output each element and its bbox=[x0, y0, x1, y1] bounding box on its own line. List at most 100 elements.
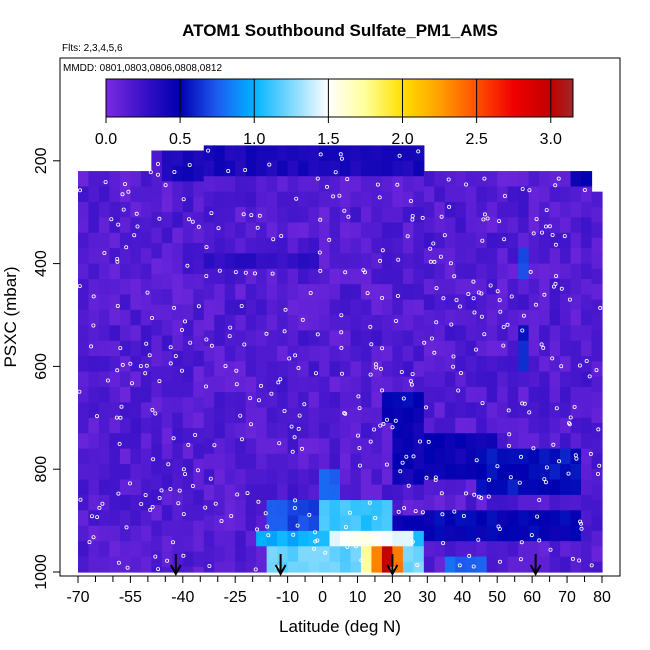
sample-point bbox=[553, 183, 558, 188]
heatmap-cell bbox=[287, 422, 299, 439]
heatmap-cell bbox=[256, 438, 268, 455]
heatmap-cell bbox=[287, 160, 299, 177]
heatmap-cell bbox=[549, 356, 561, 373]
colorbar-swatch bbox=[214, 79, 218, 117]
heatmap-cell bbox=[287, 345, 299, 362]
sample-point bbox=[339, 345, 344, 350]
x-tick-label: 0 bbox=[318, 589, 327, 606]
sample-point bbox=[243, 270, 248, 275]
heatmap-cell bbox=[161, 412, 173, 429]
x-tick-label: 80 bbox=[593, 589, 611, 606]
heatmap-cell bbox=[151, 212, 163, 229]
heatmap-cell bbox=[476, 510, 488, 527]
heatmap-cell bbox=[497, 448, 509, 465]
heatmap-cell bbox=[78, 356, 90, 373]
heatmap-cell bbox=[224, 407, 236, 424]
heatmap-cell bbox=[581, 479, 593, 496]
heatmap-cell bbox=[329, 145, 341, 162]
colorbar-swatch bbox=[197, 79, 200, 117]
heatmap-cell bbox=[371, 484, 383, 501]
heatmap-cell bbox=[119, 433, 131, 450]
sample-point bbox=[439, 491, 444, 496]
heatmap-cell bbox=[507, 325, 519, 342]
heatmap-cell bbox=[214, 345, 226, 362]
heatmap-cell bbox=[88, 464, 100, 481]
sample-point bbox=[324, 184, 329, 189]
heatmap-cell bbox=[392, 145, 404, 162]
heatmap-cell bbox=[486, 201, 498, 218]
heatmap-cell bbox=[392, 530, 404, 547]
heatmap-cell bbox=[360, 345, 373, 362]
sample-point bbox=[368, 372, 373, 377]
sample-point bbox=[579, 526, 584, 531]
heatmap-cell bbox=[319, 484, 331, 501]
heatmap-cell bbox=[518, 356, 530, 373]
sample-point bbox=[519, 454, 524, 459]
colorbar-swatch bbox=[386, 79, 389, 117]
heatmap-cell bbox=[182, 520, 194, 537]
heatmap-cell bbox=[78, 294, 90, 311]
heatmap-cell bbox=[581, 556, 593, 573]
heatmap-cell bbox=[329, 207, 341, 224]
heatmap-cell bbox=[277, 376, 289, 393]
heatmap-cell bbox=[340, 315, 352, 332]
heatmap-cell bbox=[350, 315, 362, 332]
y-tick-label: 1000 bbox=[33, 554, 50, 590]
heatmap-cell bbox=[308, 253, 320, 270]
heatmap-cell bbox=[193, 536, 205, 553]
heatmap-cell bbox=[277, 284, 289, 301]
heatmap-cell bbox=[235, 361, 247, 378]
heatmap-cell bbox=[319, 253, 331, 270]
heatmap-cell bbox=[329, 160, 341, 177]
colorbar-swatch bbox=[158, 79, 161, 117]
heatmap-cell bbox=[340, 191, 352, 208]
heatmap-cell bbox=[245, 176, 257, 193]
heatmap-cell bbox=[381, 407, 393, 424]
heatmap-cell bbox=[434, 294, 446, 311]
heatmap-cell bbox=[360, 253, 373, 270]
heatmap-cell bbox=[560, 263, 572, 280]
heatmap-cell bbox=[371, 207, 383, 224]
sample-point bbox=[411, 454, 416, 459]
sample-point bbox=[482, 212, 487, 217]
colorbar-swatch bbox=[154, 79, 158, 117]
heatmap-cell bbox=[193, 335, 205, 352]
colorbar-swatch bbox=[524, 79, 527, 117]
heatmap-cell bbox=[329, 500, 341, 517]
heatmap-cell bbox=[507, 340, 519, 357]
heatmap-cell bbox=[392, 422, 404, 439]
heatmap-cell bbox=[78, 371, 90, 388]
heatmap-cell bbox=[88, 294, 100, 311]
heatmap-cell bbox=[78, 217, 90, 234]
heatmap-cell bbox=[130, 325, 142, 342]
sample-point bbox=[346, 214, 351, 219]
heatmap-cell bbox=[140, 386, 152, 403]
heatmap-cell bbox=[235, 392, 247, 409]
heatmap-cell bbox=[518, 464, 530, 481]
sample-point bbox=[522, 401, 527, 406]
heatmap-cell bbox=[340, 422, 352, 439]
sample-point bbox=[126, 189, 131, 194]
sample-point bbox=[282, 329, 287, 334]
heatmap-cell bbox=[350, 284, 362, 301]
heatmap-cell bbox=[298, 561, 310, 573]
heatmap-cell bbox=[172, 165, 184, 182]
colorbar-swatch bbox=[226, 79, 230, 117]
sample-point bbox=[420, 215, 425, 220]
heatmap-cell bbox=[329, 484, 341, 501]
heatmap-cell bbox=[193, 320, 205, 337]
sample-point bbox=[292, 505, 297, 510]
heatmap-cell bbox=[78, 510, 90, 527]
sample-point bbox=[187, 162, 192, 167]
colorbar-swatch bbox=[146, 79, 150, 117]
heatmap-cell bbox=[161, 212, 173, 229]
heatmap-cell bbox=[518, 263, 530, 280]
heatmap-cell bbox=[581, 464, 593, 481]
heatmap-cell bbox=[224, 145, 236, 162]
heatmap-cell bbox=[78, 186, 90, 203]
heatmap-cell bbox=[497, 510, 509, 527]
colorbar-swatch bbox=[399, 79, 403, 117]
colorbar-swatch bbox=[230, 79, 233, 117]
sample-point bbox=[185, 263, 190, 268]
heatmap-cell bbox=[444, 556, 456, 573]
